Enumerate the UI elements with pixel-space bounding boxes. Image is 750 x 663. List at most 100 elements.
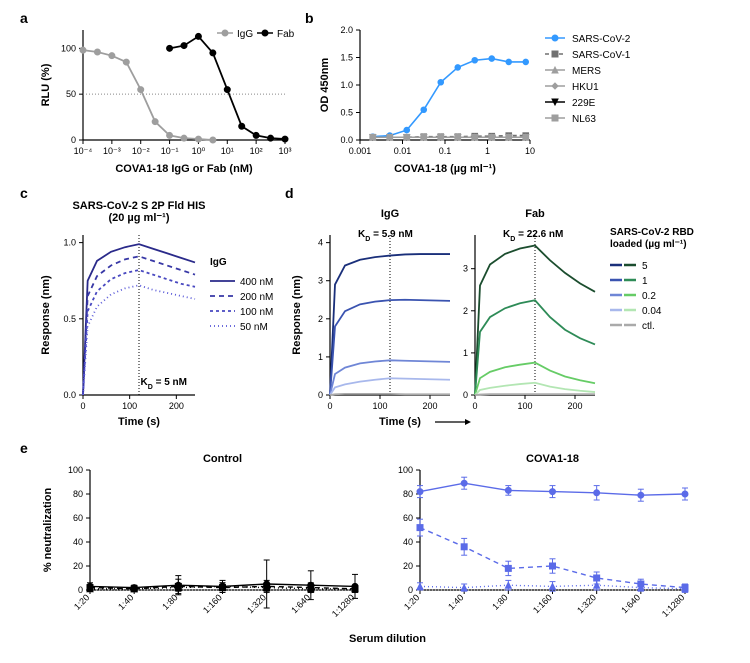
panel-label-c: c xyxy=(20,185,28,201)
svg-text:10: 10 xyxy=(525,146,535,156)
svg-text:SARS-CoV-1: SARS-CoV-1 xyxy=(572,50,631,61)
svg-text:200: 200 xyxy=(169,401,184,411)
svg-text:40: 40 xyxy=(403,537,413,547)
svg-text:COVA1-18 (µg ml⁻¹): COVA1-18 (µg ml⁻¹) xyxy=(394,163,496,175)
svg-text:1:40: 1:40 xyxy=(446,592,465,611)
svg-text:OD 450nm: OD 450nm xyxy=(319,58,331,113)
svg-text:5: 5 xyxy=(642,261,648,272)
svg-text:1:320: 1:320 xyxy=(575,592,598,615)
svg-text:2: 2 xyxy=(463,306,468,316)
svg-text:Response (nm): Response (nm) xyxy=(291,275,303,355)
svg-text:1:640: 1:640 xyxy=(289,592,312,615)
svg-text:IgG: IgG xyxy=(381,208,399,220)
svg-text:10⁰: 10⁰ xyxy=(192,146,206,156)
svg-text:0: 0 xyxy=(327,401,332,411)
panel-e: Control0204060801001:201:401:801:1601:32… xyxy=(35,450,735,650)
svg-text:10⁻²: 10⁻² xyxy=(132,146,150,156)
svg-text:400 nM: 400 nM xyxy=(240,277,273,288)
svg-text:ctl.: ctl. xyxy=(642,321,655,332)
figure-container: a b c d e 10⁻⁴10⁻³10⁻²10⁻¹10⁰10¹10²10³05… xyxy=(10,10,740,653)
svg-text:10⁻¹: 10⁻¹ xyxy=(161,146,179,156)
svg-text:1:20: 1:20 xyxy=(72,592,91,611)
svg-text:100: 100 xyxy=(372,401,387,411)
panel-label-b: b xyxy=(305,10,314,26)
svg-text:0.5: 0.5 xyxy=(340,108,353,118)
svg-text:1:1280: 1:1280 xyxy=(330,592,357,619)
svg-text:IgG: IgG xyxy=(210,257,227,268)
svg-text:200: 200 xyxy=(567,401,582,411)
svg-text:1:160: 1:160 xyxy=(201,592,224,615)
svg-text:SARS-CoV-2 RBD: SARS-CoV-2 RBD xyxy=(610,227,694,238)
svg-text:0: 0 xyxy=(463,390,468,400)
svg-text:60: 60 xyxy=(403,513,413,523)
svg-text:COVA1-18: COVA1-18 xyxy=(526,453,579,465)
svg-text:Control: Control xyxy=(203,453,242,465)
svg-text:100: 100 xyxy=(122,401,137,411)
svg-text:Time (s): Time (s) xyxy=(118,416,160,428)
svg-text:0.04: 0.04 xyxy=(642,306,662,317)
svg-text:10²: 10² xyxy=(250,146,263,156)
svg-text:1: 1 xyxy=(318,352,323,362)
svg-text:4: 4 xyxy=(318,238,323,248)
svg-text:100: 100 xyxy=(61,43,76,53)
svg-text:1.5: 1.5 xyxy=(340,53,353,63)
svg-text:0.001: 0.001 xyxy=(349,146,372,156)
svg-text:1:20: 1:20 xyxy=(402,592,421,611)
svg-text:20: 20 xyxy=(403,561,413,571)
svg-text:0: 0 xyxy=(472,401,477,411)
svg-text:KD = 22.6 nM: KD = 22.6 nM xyxy=(503,229,563,243)
svg-text:10³: 10³ xyxy=(278,146,291,156)
svg-text:(20 µg ml⁻¹): (20 µg ml⁻¹) xyxy=(108,212,169,224)
svg-text:60: 60 xyxy=(73,513,83,523)
svg-text:Fab: Fab xyxy=(277,29,295,40)
panel-label-e: e xyxy=(20,440,28,456)
svg-text:200 nM: 200 nM xyxy=(240,292,273,303)
svg-text:0.0: 0.0 xyxy=(340,135,353,145)
svg-text:Time (s): Time (s) xyxy=(379,416,421,428)
svg-text:80: 80 xyxy=(73,489,83,499)
panel-d: IgG010020001234KD = 5.9 nMFab01002000123… xyxy=(290,195,735,435)
panel-c: SARS-CoV-2 S 2P Fld HIS(20 µg ml⁻¹) 0 100 2… xyxy=(35,195,280,435)
svg-text:10⁻⁴: 10⁻⁴ xyxy=(74,146,93,156)
svg-text:229E: 229E xyxy=(572,98,596,109)
svg-text:20: 20 xyxy=(73,561,83,571)
svg-text:0.5: 0.5 xyxy=(63,314,76,324)
svg-text:HKU1: HKU1 xyxy=(572,82,599,93)
svg-text:NL63: NL63 xyxy=(572,114,596,125)
svg-text:KD = 5 nM: KD = 5 nM xyxy=(141,377,187,391)
svg-text:0: 0 xyxy=(80,401,85,411)
svg-text:100: 100 xyxy=(398,465,413,475)
svg-text:MERS: MERS xyxy=(572,66,601,77)
svg-text:50 nM: 50 nM xyxy=(240,322,268,333)
svg-text:100: 100 xyxy=(517,401,532,411)
svg-text:0: 0 xyxy=(318,390,323,400)
svg-text:Fab: Fab xyxy=(525,208,545,220)
svg-text:IgG: IgG xyxy=(237,29,253,40)
svg-text:0.01: 0.01 xyxy=(394,146,412,156)
svg-text:SARS-CoV-2 S 2P Fld HIS: SARS-CoV-2 S 2P Fld HIS xyxy=(72,200,205,212)
svg-text:0.0: 0.0 xyxy=(63,390,76,400)
svg-text:200: 200 xyxy=(422,401,437,411)
svg-text:100 nM: 100 nM xyxy=(240,307,273,318)
svg-text:3: 3 xyxy=(463,264,468,274)
svg-text:0: 0 xyxy=(71,135,76,145)
svg-text:loaded (µg ml⁻¹): loaded (µg ml⁻¹) xyxy=(610,239,687,250)
svg-text:COVA1-18 IgG or Fab (nM): COVA1-18 IgG or Fab (nM) xyxy=(115,163,253,175)
svg-text:KD = 5.9 nM: KD = 5.9 nM xyxy=(358,229,413,243)
svg-text:Serum dilution: Serum dilution xyxy=(349,633,426,645)
svg-text:1:320: 1:320 xyxy=(245,592,268,615)
svg-text:0.1: 0.1 xyxy=(439,146,452,156)
svg-text:1.0: 1.0 xyxy=(340,80,353,90)
svg-text:1: 1 xyxy=(642,276,648,287)
svg-text:10⁻³: 10⁻³ xyxy=(103,146,121,156)
svg-text:40: 40 xyxy=(73,537,83,547)
svg-text:2: 2 xyxy=(318,314,323,324)
panel-a: 10⁻⁴10⁻³10⁻²10⁻¹10⁰10¹10²10³050100COVA1-… xyxy=(35,20,295,180)
svg-text:0.2: 0.2 xyxy=(642,291,656,302)
svg-text:50: 50 xyxy=(66,89,76,99)
svg-text:Response (nm): Response (nm) xyxy=(40,275,52,355)
svg-text:80: 80 xyxy=(403,489,413,499)
svg-text:1:160: 1:160 xyxy=(531,592,554,615)
panel-b: 0.0010.010.11100.00.51.01.52.0COVA1-18 (… xyxy=(315,20,735,180)
svg-text:RLU (%): RLU (%) xyxy=(40,63,52,106)
